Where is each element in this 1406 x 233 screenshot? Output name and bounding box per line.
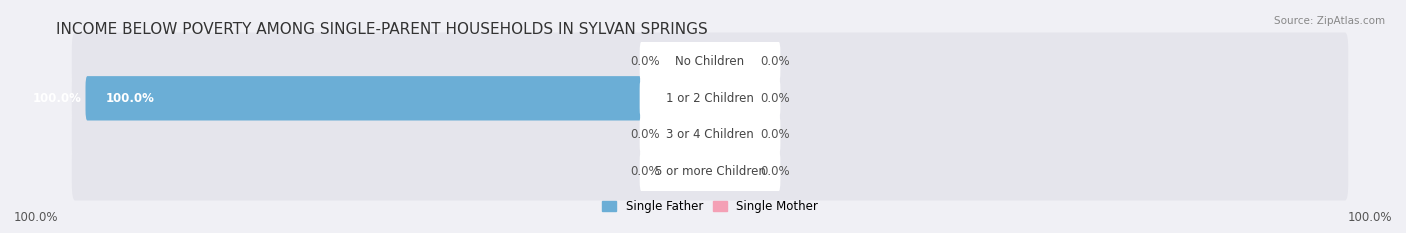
FancyBboxPatch shape xyxy=(86,76,711,120)
FancyBboxPatch shape xyxy=(640,78,780,119)
Text: 0.0%: 0.0% xyxy=(759,164,789,178)
FancyBboxPatch shape xyxy=(72,69,1348,128)
FancyBboxPatch shape xyxy=(72,142,1348,201)
Text: 3 or 4 Children: 3 or 4 Children xyxy=(666,128,754,141)
Text: 0.0%: 0.0% xyxy=(631,164,661,178)
Legend: Single Father, Single Mother: Single Father, Single Mother xyxy=(598,195,823,218)
FancyBboxPatch shape xyxy=(672,81,711,115)
FancyBboxPatch shape xyxy=(672,154,711,188)
FancyBboxPatch shape xyxy=(709,45,748,79)
Text: Source: ZipAtlas.com: Source: ZipAtlas.com xyxy=(1274,16,1385,26)
Text: 1 or 2 Children: 1 or 2 Children xyxy=(666,92,754,105)
FancyBboxPatch shape xyxy=(709,118,748,152)
Text: INCOME BELOW POVERTY AMONG SINGLE-PARENT HOUSEHOLDS IN SYLVAN SPRINGS: INCOME BELOW POVERTY AMONG SINGLE-PARENT… xyxy=(56,22,709,37)
Text: 5 or more Children: 5 or more Children xyxy=(655,164,765,178)
Text: 100.0%: 100.0% xyxy=(105,92,155,105)
FancyBboxPatch shape xyxy=(672,45,711,79)
FancyBboxPatch shape xyxy=(72,32,1348,91)
Text: No Children: No Children xyxy=(675,55,745,69)
Text: 0.0%: 0.0% xyxy=(631,55,661,69)
FancyBboxPatch shape xyxy=(709,154,748,188)
FancyBboxPatch shape xyxy=(640,41,780,82)
Text: 0.0%: 0.0% xyxy=(759,55,789,69)
Text: 0.0%: 0.0% xyxy=(631,128,661,141)
FancyBboxPatch shape xyxy=(640,114,780,155)
Text: 100.0%: 100.0% xyxy=(1347,211,1392,224)
Text: 0.0%: 0.0% xyxy=(759,92,789,105)
Text: 100.0%: 100.0% xyxy=(14,211,59,224)
FancyBboxPatch shape xyxy=(672,118,711,152)
Text: 0.0%: 0.0% xyxy=(759,128,789,141)
FancyBboxPatch shape xyxy=(709,81,748,115)
Text: 100.0%: 100.0% xyxy=(32,92,82,105)
FancyBboxPatch shape xyxy=(640,151,780,192)
FancyBboxPatch shape xyxy=(72,105,1348,164)
